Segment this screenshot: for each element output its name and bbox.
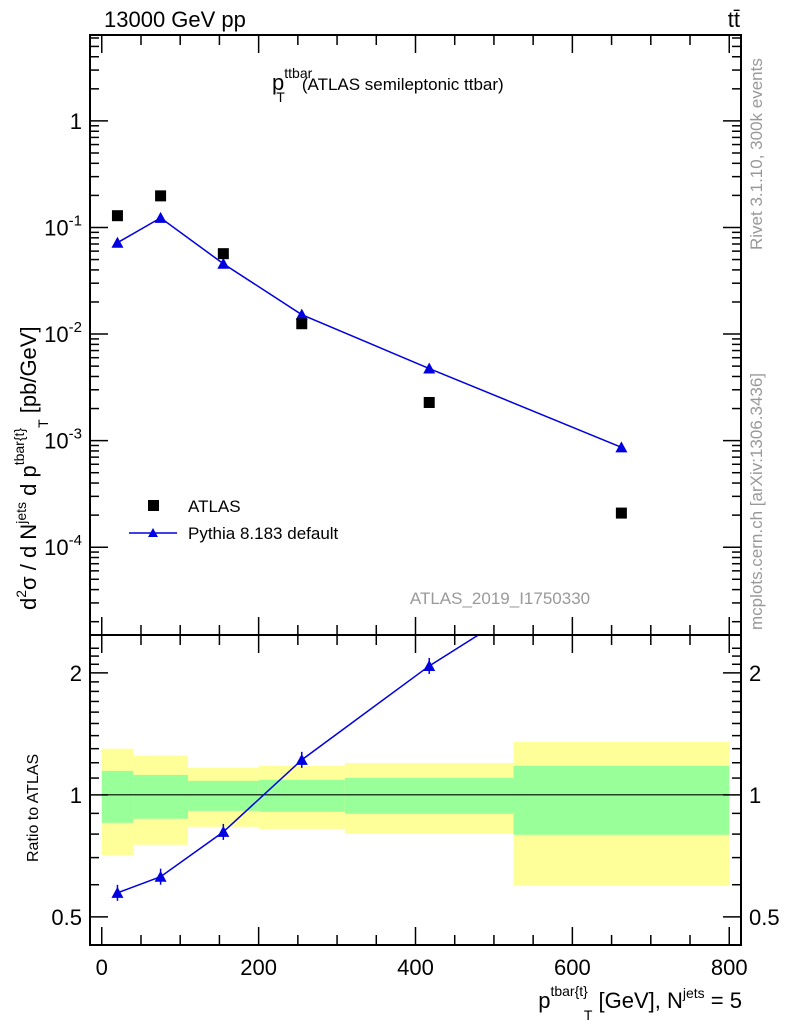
data-point — [423, 396, 435, 408]
mcplots-label: mcplots.cern.ch [arXiv:1306.3436] — [747, 373, 766, 630]
band-inner — [101, 770, 134, 823]
y-tick-label: 10-1 — [44, 212, 82, 240]
ratio-y-tick-label-right: 1 — [749, 783, 761, 808]
chart-marks — [111, 190, 628, 901]
ratio-y-tick-label: 0.5 — [51, 905, 82, 930]
ratio-point — [154, 870, 167, 882]
y-tick-label: 10-4 — [44, 532, 82, 560]
axes: 0 200 400 600 800 1 10-1 10-2 10-3 10-4 0.5 0.5 1 1 2 2 — [44, 34, 780, 980]
process-label: tt̄ — [728, 7, 740, 32]
mc-point — [423, 362, 436, 374]
data-point — [296, 318, 308, 330]
ratio-point — [615, 539, 627, 550]
legend-data-marker — [148, 500, 159, 511]
rivet-label: Rivet 3.1.10, 300k events — [747, 58, 766, 250]
energy-label: 13000 GeV pp — [104, 7, 246, 32]
legend-data-label: ATLAS — [188, 497, 241, 516]
ratio-y-tick-label-right: 2 — [749, 661, 761, 686]
x-tick-label: 0 — [96, 955, 108, 980]
y-tick-label: 10-2 — [44, 319, 82, 347]
band-inner — [513, 765, 730, 835]
x-axis-label: ptbar{t} T [GeV], Njets = 5 — [538, 983, 742, 1023]
ratio-y-tick-label: 1 — [70, 783, 82, 808]
legend: ATLAS Pythia 8.183 default — [129, 497, 339, 543]
ratio-y-axis-label: Ratio to ATLAS — [25, 754, 42, 862]
data-point — [615, 507, 627, 519]
data-point — [111, 210, 123, 222]
analysis-id: ATLAS_2019_I1750330 — [410, 589, 590, 608]
mc-point — [217, 257, 230, 269]
ratio-series — [111, 539, 627, 901]
main-frame — [89, 34, 742, 636]
mc-line — [117, 217, 622, 449]
y-axis-label: d2σ / d Njets d ptbar{t}T [pb/GeV] — [11, 326, 51, 610]
ratio-point — [111, 886, 124, 898]
ratio-y-tick-label: 2 — [70, 661, 82, 686]
x-tick-label: 800 — [711, 955, 748, 980]
mc-point — [154, 211, 167, 223]
data-point — [155, 190, 167, 202]
x-tick-label: 400 — [397, 955, 434, 980]
x-tick-label: 200 — [240, 955, 277, 980]
ratio-y-tick-label-right: 0.5 — [749, 905, 780, 930]
band-inner — [258, 779, 345, 812]
mc-point — [615, 441, 628, 453]
legend-mc-label: Pythia 8.183 default — [188, 524, 339, 543]
band-inner — [133, 774, 189, 819]
ratio-bands — [101, 742, 730, 886]
legend-mc-marker — [148, 528, 158, 537]
x-tick-label: 600 — [554, 955, 591, 980]
y-tick-label: 10-3 — [44, 426, 82, 454]
ratio-point — [217, 825, 230, 837]
data-point — [217, 248, 229, 260]
ratio-point — [295, 753, 308, 765]
ratio-point — [423, 659, 436, 671]
band-inner — [188, 780, 259, 811]
plot-title: pttbar T(ATLAS semileptonic ttbar) — [272, 65, 504, 105]
mc-point — [111, 236, 124, 248]
y-tick-label: 1 — [70, 109, 82, 134]
ratio-line — [117, 635, 480, 894]
band-inner — [344, 777, 514, 814]
mc-point — [295, 308, 308, 320]
